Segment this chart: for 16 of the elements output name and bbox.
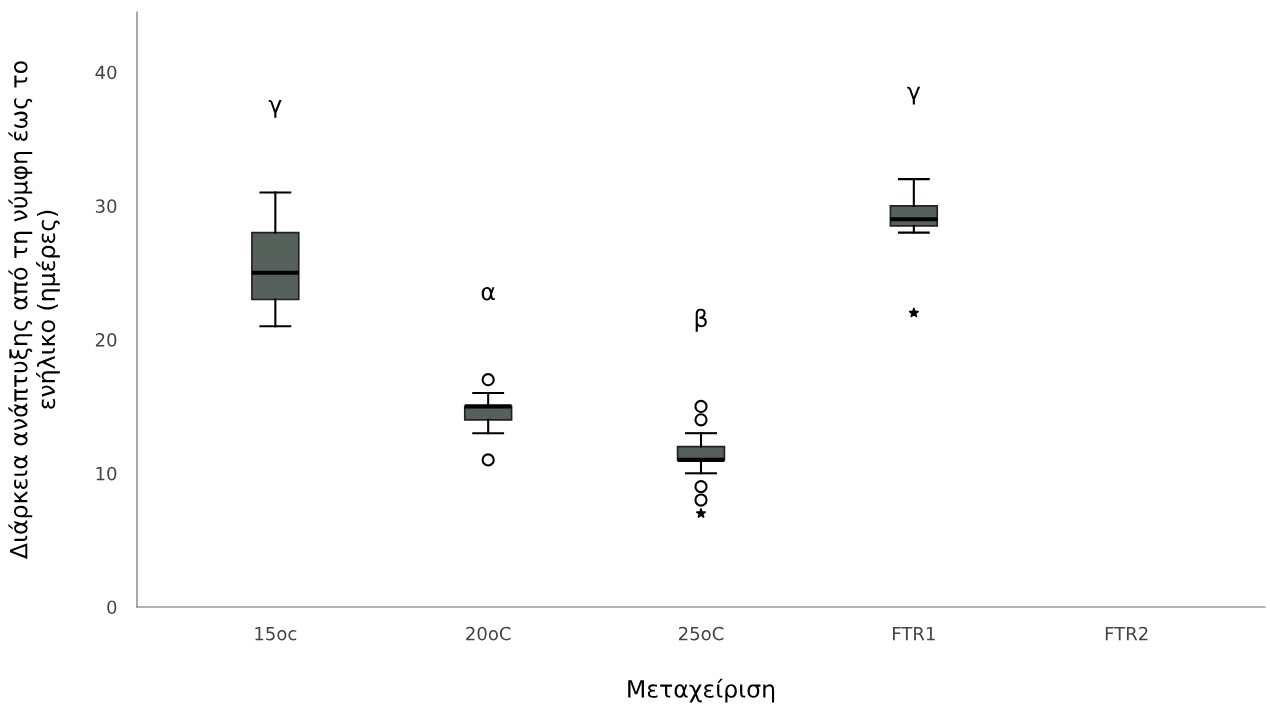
y-tick-label: 0	[107, 600, 117, 615]
y-tick-label: 10	[96, 466, 117, 481]
y-tick-label: 40	[95, 65, 117, 80]
x-tick-label: FTR1	[893, 627, 935, 641]
x-tick-label: 15oc	[255, 627, 297, 641]
y-tick-label: 30	[95, 199, 117, 213]
x-tick-label: FTR2	[1105, 626, 1148, 641]
y-tick-label: 20	[95, 333, 117, 347]
y-axis-title: Διάρκεια ανάπτυξης από τη νύμφη έως το ενήλικο (ημέρες)	[8, 61, 60, 559]
annotation: α	[481, 286, 495, 301]
annotation: γ	[268, 100, 282, 118]
x-tick-label: 20oC	[466, 626, 511, 641]
annotation: γ	[907, 86, 921, 105]
x-tick-label: 25oC	[679, 626, 724, 641]
annotation: β	[695, 308, 707, 332]
x-axis-title: Μεταχείριση	[628, 678, 775, 703]
